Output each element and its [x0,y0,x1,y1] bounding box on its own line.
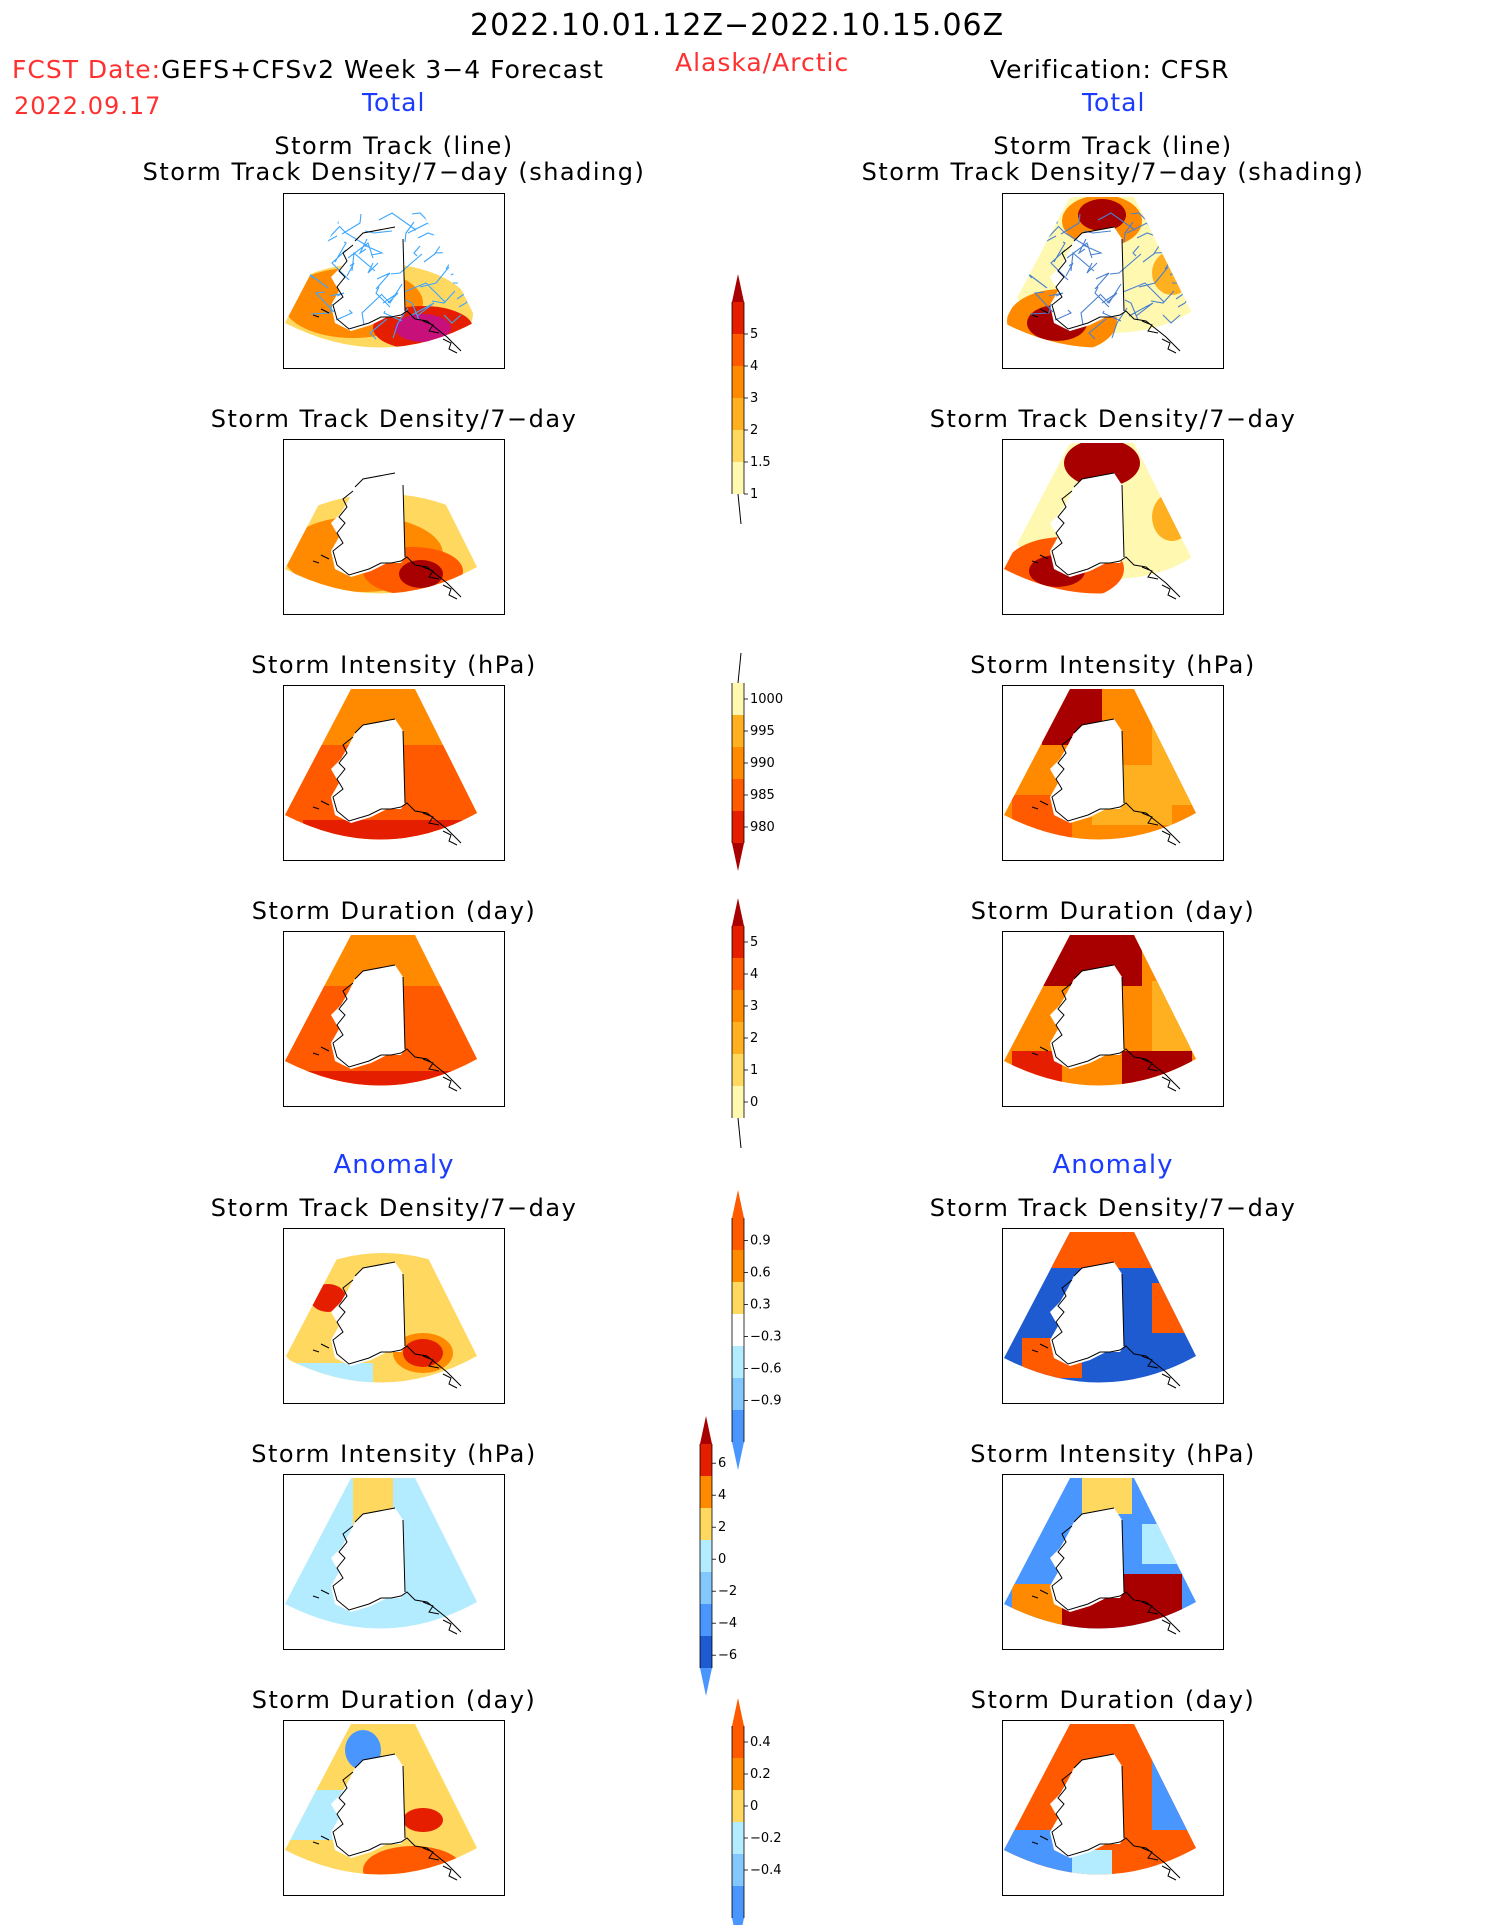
right-title-density-anom: Storm Track Density/7−day [929,1194,1297,1222]
colorbar-label: −2 [718,1584,737,1599]
map-right-duration-anom [1002,1720,1224,1896]
left-title-intensity: Storm Intensity (hPa) [251,651,537,679]
colorbar-label: 0.2 [750,1767,771,1782]
right-title-density: Storm Track Density/7−day [929,405,1297,433]
colorbar-label: 3 [750,999,758,1014]
colorbar-label: −0.6 [750,1361,782,1376]
region-label: Alaska/Arctic [675,48,850,77]
colorbar-density-anom: 0.9 0.6 0.3 −0.3 −0.6 −0.9 [731,1190,782,1470]
colorbar-label: 0 [718,1552,726,1567]
colorbar-duration-total: 5 4 3 2 1 0 [731,898,758,1149]
right-title-duration-anom: Storm Duration (day) [970,1686,1256,1714]
right-total-label: Total [1082,88,1146,117]
map-left-duration-anom [283,1720,505,1896]
colorbar-density-total: 5 4 3 2 1.5 1 [731,274,771,525]
colorbar-label: −0.3 [750,1329,782,1344]
map-left-density-anom [283,1228,505,1404]
colorbar-label: 4 [750,967,758,982]
colorbar-intensity-total: 1000 995 990 985 980 [731,652,783,871]
colorbar-label: 2 [750,1031,758,1046]
map-left-density [283,439,505,615]
map-right-density [1002,439,1224,615]
left-title-density-anom: Storm Track Density/7−day [210,1194,578,1222]
forecast-period: 2022.10.01.12Z−2022.10.15.06Z [470,8,1005,43]
map-right-density-anom [1002,1228,1224,1404]
colorbar-intensity-anom: 6 4 2 0 −2 −4 −6 [699,1416,737,1696]
verification-label: Verification: CFSR [990,55,1230,84]
colorbar-label: −6 [718,1648,737,1663]
map-right-intensity-anom [1002,1474,1224,1650]
left-title-duration: Storm Duration (day) [251,897,537,925]
right-title-intensity: Storm Intensity (hPa) [970,651,1256,679]
colorbar-label: 995 [750,724,775,739]
map-right-track [1002,193,1224,369]
left-title-density: Storm Track Density/7−day [210,405,578,433]
left-title-duration-anom: Storm Duration (day) [251,1686,537,1714]
map-left-intensity [283,685,505,861]
colorbar-label: −0.2 [750,1831,782,1846]
colorbar-label: 4 [718,1488,726,1503]
colorbar-label: 6 [718,1456,726,1471]
colorbar-label: 0.9 [750,1233,771,1248]
colorbar-label: 1 [750,1063,758,1078]
map-left-duration [283,931,505,1107]
colorbar-label: 1.5 [750,455,771,470]
colorbar-label: −4 [718,1616,737,1631]
colorbar-label: 5 [750,935,758,950]
map-right-intensity [1002,685,1224,861]
colorbar-label: 5 [750,327,758,342]
fcst-date-line: FCST Date:GEFS+CFSv2 Week 3−4 Forecast [12,55,604,84]
fcst-date: 2022.09.17 [14,92,162,120]
colorbar-label: −0.9 [750,1393,782,1408]
right-title-track-line: Storm Track (line) [993,132,1233,160]
colorbar-label: 3 [750,391,758,406]
colorbar-label: 2 [750,423,758,438]
colorbar-label: 990 [750,756,775,771]
colorbar-label: 0.4 [750,1735,771,1750]
left-anomaly-label: Anomaly [333,1150,455,1180]
map-left-track [283,193,505,369]
right-title-track-shading: Storm Track Density/7−day (shading) [861,158,1365,186]
colorbar-label: 0.3 [750,1297,771,1312]
colorbar-label: 0.6 [750,1265,771,1280]
map-left-intensity-anom [283,1474,505,1650]
left-title-track-shading: Storm Track Density/7−day (shading) [142,158,646,186]
colorbar-label: 2 [718,1520,726,1535]
colorbar-label: 0 [750,1799,758,1814]
colorbar-duration-anom: 0.4 0.2 0 −0.2 −0.4 [731,1698,782,1925]
colorbar-label: 1000 [750,692,783,707]
colorbar-label: 980 [750,820,775,835]
left-title-intensity-anom: Storm Intensity (hPa) [251,1440,537,1468]
fcst-model: GEFS+CFSv2 Week 3−4 Forecast [161,55,604,84]
right-title-duration: Storm Duration (day) [970,897,1256,925]
fcst-label: FCST Date: [12,55,162,84]
right-title-intensity-anom: Storm Intensity (hPa) [970,1440,1256,1468]
colorbar-label: −0.4 [750,1863,782,1878]
colorbar-label: 4 [750,359,758,374]
left-title-track-line: Storm Track (line) [274,132,514,160]
map-right-duration [1002,931,1224,1107]
right-anomaly-label: Anomaly [1052,1150,1174,1180]
left-total-label: Total [362,88,426,117]
colorbar-label: 0 [750,1095,758,1110]
colorbar-label: 1 [750,487,758,502]
colorbar-label: 985 [750,788,775,803]
